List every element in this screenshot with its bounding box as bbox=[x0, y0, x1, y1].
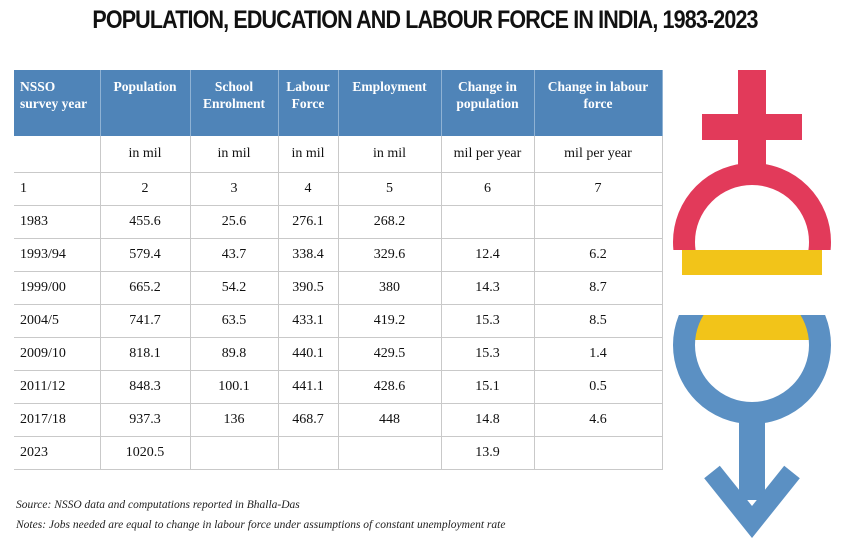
unit-cell: mil per year bbox=[441, 136, 535, 173]
column-number-cell: 3 bbox=[190, 172, 279, 206]
col-header-labour-force: Labour Force bbox=[278, 70, 339, 136]
table-cell: 12.4 bbox=[441, 238, 535, 272]
table-cell: 136 bbox=[190, 403, 279, 437]
table-cell: 338.4 bbox=[278, 238, 339, 272]
column-number-cell: 7 bbox=[534, 172, 663, 206]
table-cell bbox=[190, 436, 279, 470]
unit-cell: in mil bbox=[190, 136, 279, 173]
col-header-population: Population bbox=[100, 70, 191, 136]
table-cell: 665.2 bbox=[100, 271, 191, 305]
table-cell: 429.5 bbox=[338, 337, 442, 371]
table-cell: 380 bbox=[338, 271, 442, 305]
table-cell: 1983 bbox=[14, 205, 101, 239]
table-cell: 15.3 bbox=[441, 337, 535, 371]
table-cell: 63.5 bbox=[190, 304, 279, 338]
table-row: 2023 1020.5 13.9 bbox=[14, 436, 663, 470]
footnotes: Source: NSSO data and computations repor… bbox=[16, 495, 505, 535]
table-row: 2017/18 937.3 136 468.7 448 14.8 4.6 bbox=[14, 403, 663, 437]
gender-symbols-icon bbox=[672, 70, 842, 540]
units-row: in mil in mil in mil in mil mil per year… bbox=[14, 136, 663, 173]
table-cell bbox=[278, 436, 339, 470]
table-row: 1993/94 579.4 43.7 338.4 329.6 12.4 6.2 bbox=[14, 238, 663, 272]
table-cell: 15.1 bbox=[441, 370, 535, 404]
table-cell: 2023 bbox=[14, 436, 101, 470]
data-table: NSSO survey year Population School Enrol… bbox=[14, 70, 663, 470]
unit-cell: mil per year bbox=[534, 136, 663, 173]
table-cell: 2004/5 bbox=[14, 304, 101, 338]
table-cell: 276.1 bbox=[278, 205, 339, 239]
table-cell: 1999/00 bbox=[14, 271, 101, 305]
table-cell: 1.4 bbox=[534, 337, 663, 371]
table-cell: 455.6 bbox=[100, 205, 191, 239]
table-cell: 2011/12 bbox=[14, 370, 101, 404]
table-cell: 1020.5 bbox=[100, 436, 191, 470]
column-number-cell: 1 bbox=[14, 172, 101, 206]
page-title: POPULATION, EDUCATION AND LABOUR FORCE I… bbox=[92, 6, 758, 34]
table-cell: 100.1 bbox=[190, 370, 279, 404]
column-number-row: 1 2 3 4 5 6 7 bbox=[14, 172, 663, 206]
table-cell bbox=[338, 436, 442, 470]
table-cell: 579.4 bbox=[100, 238, 191, 272]
table-row: 1983 455.6 25.6 276.1 268.2 bbox=[14, 205, 663, 239]
col-header-change-labour-force: Change in labour force bbox=[534, 70, 663, 136]
table-cell bbox=[534, 205, 663, 239]
table-cell: 818.1 bbox=[100, 337, 191, 371]
table-cell: 14.8 bbox=[441, 403, 535, 437]
table-cell bbox=[534, 436, 663, 470]
unit-cell bbox=[14, 136, 101, 173]
table-header-row: NSSO survey year Population School Enrol… bbox=[14, 70, 663, 136]
table-row: 2011/12 848.3 100.1 441.1 428.6 15.1 0.5 bbox=[14, 370, 663, 404]
table-row: 2009/10 818.1 89.8 440.1 429.5 15.3 1.4 bbox=[14, 337, 663, 371]
table-cell: 441.1 bbox=[278, 370, 339, 404]
column-number-cell: 5 bbox=[338, 172, 442, 206]
table-cell: 2009/10 bbox=[14, 337, 101, 371]
column-number-cell: 4 bbox=[278, 172, 339, 206]
table-row: 1999/00 665.2 54.2 390.5 380 14.3 8.7 bbox=[14, 271, 663, 305]
table-cell: 43.7 bbox=[190, 238, 279, 272]
column-number-cell: 2 bbox=[100, 172, 191, 206]
table-cell: 1993/94 bbox=[14, 238, 101, 272]
table-cell: 419.2 bbox=[338, 304, 442, 338]
table-cell: 440.1 bbox=[278, 337, 339, 371]
col-header-employment: Employment bbox=[338, 70, 442, 136]
table-cell: 390.5 bbox=[278, 271, 339, 305]
table-cell: 741.7 bbox=[100, 304, 191, 338]
table-cell bbox=[441, 205, 535, 239]
table-cell: 848.3 bbox=[100, 370, 191, 404]
col-header-year: NSSO survey year bbox=[14, 70, 101, 136]
unit-cell: in mil bbox=[278, 136, 339, 173]
column-number-cell: 6 bbox=[441, 172, 535, 206]
table-cell: 468.7 bbox=[278, 403, 339, 437]
table-cell: 54.2 bbox=[190, 271, 279, 305]
table-cell: 0.5 bbox=[534, 370, 663, 404]
source-note: Source: NSSO data and computations repor… bbox=[16, 499, 300, 511]
table-cell: 329.6 bbox=[338, 238, 442, 272]
col-header-change-population: Change in population bbox=[441, 70, 535, 136]
table-cell: 25.6 bbox=[190, 205, 279, 239]
assumption-note: Notes: Jobs needed are equal to change i… bbox=[16, 519, 506, 531]
table-cell: 428.6 bbox=[338, 370, 442, 404]
table-cell: 4.6 bbox=[534, 403, 663, 437]
table-cell: 15.3 bbox=[441, 304, 535, 338]
table-cell: 8.7 bbox=[534, 271, 663, 305]
table-cell: 13.9 bbox=[441, 436, 535, 470]
table-cell: 8.5 bbox=[534, 304, 663, 338]
unit-cell: in mil bbox=[338, 136, 442, 173]
table-cell: 2017/18 bbox=[14, 403, 101, 437]
table-cell: 14.3 bbox=[441, 271, 535, 305]
table-cell: 6.2 bbox=[534, 238, 663, 272]
table-cell: 433.1 bbox=[278, 304, 339, 338]
unit-cell: in mil bbox=[100, 136, 191, 173]
table-cell: 448 bbox=[338, 403, 442, 437]
table-row: 2004/5 741.7 63.5 433.1 419.2 15.3 8.5 bbox=[14, 304, 663, 338]
col-header-school-enrolment: School Enrolment bbox=[190, 70, 279, 136]
table-cell: 89.8 bbox=[190, 337, 279, 371]
table-cell: 268.2 bbox=[338, 205, 442, 239]
table-cell: 937.3 bbox=[100, 403, 191, 437]
